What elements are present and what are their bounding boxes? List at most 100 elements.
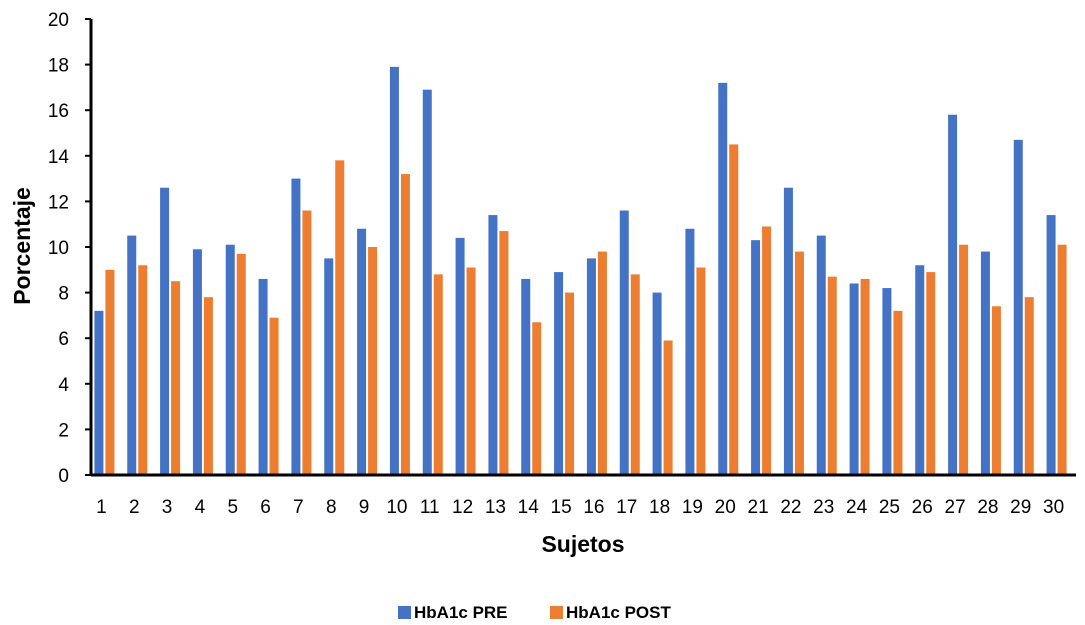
x-tick-label-1: 1 <box>96 497 107 518</box>
bar-post-12 <box>466 267 476 475</box>
bar-pre-21 <box>751 240 761 475</box>
y-tick-label-2: 2 <box>58 420 69 441</box>
x-tick-label-21: 21 <box>748 497 769 518</box>
bar-post-28 <box>991 306 1001 475</box>
bar-pre-30 <box>1046 215 1056 475</box>
y-tick-label-16: 16 <box>48 101 69 122</box>
bar-post-14 <box>532 322 542 475</box>
x-tick-label-5: 5 <box>227 497 238 518</box>
bar-post-20 <box>729 144 739 475</box>
bar-post-3 <box>171 281 181 475</box>
bar-pre-16 <box>586 258 596 475</box>
x-tick-label-18: 18 <box>649 497 670 518</box>
bar-pre-1 <box>94 310 104 475</box>
bar-pre-29 <box>1013 139 1023 475</box>
bar-pre-4 <box>192 249 202 475</box>
x-tick-label-11: 11 <box>420 497 440 518</box>
bar-pre-27 <box>948 114 958 475</box>
bar-pre-24 <box>849 283 859 475</box>
x-tick-label-9: 9 <box>359 497 370 518</box>
x-tick-label-13: 13 <box>485 497 506 518</box>
bar-post-8 <box>335 160 345 476</box>
y-tick-label-18: 18 <box>48 56 69 77</box>
x-tick-label-24: 24 <box>846 497 868 518</box>
x-tick-label-26: 26 <box>912 497 933 518</box>
x-tick-label-27: 27 <box>945 497 966 518</box>
x-tick-label-17: 17 <box>616 497 637 518</box>
bar-pre-19 <box>685 228 695 475</box>
bar-pre-18 <box>652 292 662 475</box>
legend-label-pre: HbA1c PRE <box>414 603 508 622</box>
bar-pre-10 <box>389 66 399 475</box>
bar-pre-13 <box>488 215 498 475</box>
x-tick-label-19: 19 <box>682 497 703 518</box>
bar-pre-26 <box>915 265 925 475</box>
bar-post-5 <box>236 253 246 475</box>
bar-post-1 <box>105 269 115 475</box>
bar-post-25 <box>893 310 903 475</box>
bar-pre-25 <box>882 288 892 475</box>
bar-pre-3 <box>160 187 170 475</box>
x-tick-label-3: 3 <box>162 497 173 518</box>
y-tick-label-8: 8 <box>58 284 69 305</box>
bar-post-2 <box>138 265 148 475</box>
bar-post-27 <box>959 244 969 475</box>
bar-post-13 <box>499 231 509 475</box>
bar-post-29 <box>1024 297 1034 475</box>
x-tick-label-14: 14 <box>518 497 540 518</box>
bars-layer <box>94 66 1067 476</box>
bar-post-21 <box>762 226 772 475</box>
y-tick-label-0: 0 <box>58 466 69 487</box>
x-tick-label-30: 30 <box>1043 497 1064 518</box>
y-tick-label-12: 12 <box>48 192 69 213</box>
x-tick-label-29: 29 <box>1010 497 1031 518</box>
bar-pre-7 <box>291 178 301 475</box>
x-tick-label-4: 4 <box>195 497 206 518</box>
bar-post-26 <box>926 272 936 475</box>
y-tick-label-6: 6 <box>58 329 69 350</box>
bar-pre-12 <box>455 237 465 475</box>
legend: HbA1c PRE HbA1c POST <box>398 603 671 622</box>
x-tick-label-6: 6 <box>260 497 271 518</box>
x-tick-label-8: 8 <box>326 497 337 518</box>
bar-pre-14 <box>521 278 531 475</box>
bar-post-4 <box>203 297 213 475</box>
legend-label-post: HbA1c POST <box>566 603 671 622</box>
legend-swatch-post <box>550 606 563 619</box>
x-tick-label-16: 16 <box>583 497 604 518</box>
bar-post-18 <box>663 340 673 475</box>
bar-pre-9 <box>357 228 367 475</box>
x-tick-label-28: 28 <box>977 497 998 518</box>
bar-post-15 <box>565 292 575 475</box>
x-tick-label-15: 15 <box>551 497 572 518</box>
x-tick-label-2: 2 <box>129 497 140 518</box>
bar-post-7 <box>302 210 312 475</box>
bar-post-10 <box>400 174 410 476</box>
y-tick-label-20: 20 <box>48 10 69 31</box>
bar-pre-5 <box>225 244 235 475</box>
bar-pre-11 <box>422 89 432 476</box>
bar-pre-15 <box>554 272 564 475</box>
bar-post-19 <box>696 267 706 475</box>
axes-layer <box>85 18 1076 477</box>
x-tick-label-23: 23 <box>813 497 834 518</box>
y-axis-title: Porcentaje <box>9 187 35 305</box>
x-tick-labels: 1 2 3 4 5 6 7 8 9 10 11 12 13 14 15 16 17 18 19 20 21 22 23 24 2… <box>96 497 1064 518</box>
y-tick-label-14: 14 <box>48 147 70 168</box>
legend-swatch-pre <box>398 606 411 619</box>
bar-pre-2 <box>127 235 137 475</box>
bar-pre-28 <box>980 251 990 475</box>
bar-post-22 <box>794 251 804 475</box>
bar-post-17 <box>630 274 640 475</box>
bar-pre-20 <box>718 82 728 475</box>
x-tick-label-22: 22 <box>780 497 801 518</box>
bar-post-23 <box>827 276 837 475</box>
x-tick-label-20: 20 <box>715 497 736 518</box>
bar-post-6 <box>269 317 279 475</box>
x-axis-title: Sujetos <box>541 531 624 557</box>
bar-post-16 <box>597 251 607 475</box>
x-tick-label-12: 12 <box>452 497 473 518</box>
y-tick-label-4: 4 <box>58 375 69 396</box>
bar-pre-22 <box>783 187 793 475</box>
